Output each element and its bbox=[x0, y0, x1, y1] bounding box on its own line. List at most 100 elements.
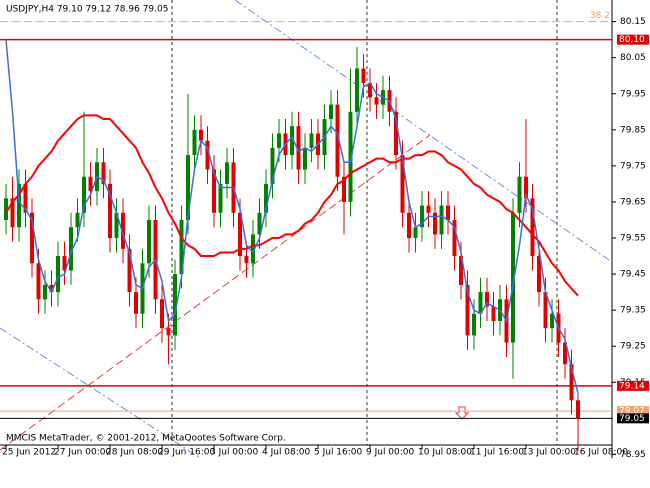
chart-title: USDJPY,H4 79.10 79.12 78.96 79.05 bbox=[6, 5, 168, 15]
candle-body bbox=[264, 183, 268, 213]
candle-body bbox=[212, 169, 216, 213]
candle-body bbox=[485, 292, 489, 307]
candle-body bbox=[394, 111, 398, 156]
x-tick-label: 9 Jul 00:00 bbox=[366, 448, 415, 458]
candle-body bbox=[329, 104, 333, 120]
x-tick-label: 27 Jun 00:00 bbox=[54, 448, 111, 458]
y-tick-label: 80.05 bbox=[620, 53, 646, 63]
x-tick-label: 13 Jul 00:00 bbox=[522, 448, 576, 458]
candle-body bbox=[121, 212, 125, 249]
sell-arrow bbox=[454, 406, 470, 420]
candle-body bbox=[134, 292, 138, 314]
candle-body bbox=[114, 212, 119, 239]
candle-body bbox=[524, 176, 528, 199]
candle-body bbox=[257, 212, 262, 235]
candle-body bbox=[342, 176, 346, 202]
candle-body bbox=[348, 111, 353, 202]
candle-body bbox=[511, 212, 515, 343]
candle-body bbox=[10, 198, 15, 228]
moving-average bbox=[5, 39, 579, 394]
candle-body bbox=[355, 68, 359, 112]
candle-body bbox=[517, 176, 522, 213]
price-label: 79.05 bbox=[619, 414, 645, 424]
candle-body bbox=[374, 97, 379, 105]
price-label-box bbox=[617, 406, 649, 417]
y-tick-label: 79.85 bbox=[620, 125, 646, 135]
candle-body bbox=[56, 256, 60, 293]
price-label: 79.14 bbox=[619, 381, 645, 391]
candle-body bbox=[459, 256, 463, 285]
candle-body bbox=[491, 306, 496, 321]
fib-label: 38.2 bbox=[590, 11, 610, 21]
candle-body bbox=[199, 129, 203, 141]
x-tick-label: 25 Jun 2012 bbox=[2, 448, 56, 458]
y-tick-label: 79.95 bbox=[620, 89, 646, 99]
x-tick-label: 29 Jun 16:00 bbox=[158, 448, 215, 458]
candle-body bbox=[160, 299, 164, 329]
candle-body bbox=[550, 313, 554, 329]
candle-body bbox=[192, 129, 197, 156]
price-label-box bbox=[617, 380, 649, 391]
candle-body bbox=[413, 227, 418, 239]
candle-body bbox=[4, 198, 8, 220]
candle-body bbox=[452, 219, 457, 257]
candle-body bbox=[186, 155, 190, 220]
x-tick-label: 11 Jul 16:00 bbox=[470, 448, 524, 458]
y-tick-label: 80.15 bbox=[620, 17, 646, 27]
y-tick-label: 79.55 bbox=[620, 234, 646, 244]
candle-body bbox=[335, 104, 340, 177]
candle-body bbox=[426, 205, 431, 213]
candle-body bbox=[49, 284, 54, 293]
candle-body bbox=[563, 342, 567, 365]
candle-body bbox=[439, 205, 444, 235]
x-tick-label: 3 Jul 00:00 bbox=[210, 448, 259, 458]
candle-body bbox=[296, 126, 301, 170]
candle-body bbox=[244, 256, 249, 264]
candle-body bbox=[36, 263, 41, 300]
y-tick-label: 79.25 bbox=[620, 342, 646, 352]
candle-body bbox=[303, 147, 307, 170]
moving-average bbox=[5, 114, 579, 297]
candle-body bbox=[277, 133, 281, 148]
y-tick-label: 78.95 bbox=[620, 450, 646, 460]
candle-body bbox=[433, 212, 437, 235]
trendline bbox=[234, 0, 613, 263]
candle-body bbox=[173, 274, 177, 336]
candle-body bbox=[17, 183, 21, 228]
candle-body bbox=[127, 248, 132, 293]
candle-body bbox=[446, 205, 450, 220]
x-tick-label: 28 Jun 08:00 bbox=[106, 448, 163, 458]
price-label: 79.07 bbox=[619, 407, 645, 417]
candle-body bbox=[205, 140, 210, 170]
copyright: MMCIS MetaTrader, © 2001-2012, MetaQoote… bbox=[6, 434, 286, 444]
y-tick-label: 79.65 bbox=[620, 197, 646, 207]
candle-body bbox=[62, 256, 67, 271]
y-tick-label: 79.45 bbox=[620, 270, 646, 280]
candle-body bbox=[101, 162, 106, 184]
candle-body bbox=[82, 176, 86, 213]
price-label-box bbox=[617, 34, 649, 45]
candle-body bbox=[179, 219, 184, 275]
candle-body bbox=[166, 328, 171, 336]
candle-body bbox=[530, 198, 535, 257]
candle-body bbox=[69, 227, 73, 271]
candle-body bbox=[420, 205, 424, 228]
candle-body bbox=[43, 284, 47, 300]
trendline bbox=[0, 327, 201, 459]
price-label: 80.10 bbox=[619, 35, 645, 45]
candle-body bbox=[23, 183, 28, 213]
candle-body bbox=[75, 212, 80, 228]
x-tick-label: 4 Jul 08:00 bbox=[262, 448, 311, 458]
candle-body bbox=[465, 284, 470, 336]
candle-body bbox=[88, 176, 93, 192]
candle-body bbox=[537, 256, 541, 293]
candle-body bbox=[478, 292, 483, 314]
y-tick-label: 79.75 bbox=[620, 161, 646, 171]
candle-body bbox=[543, 292, 548, 329]
candle-body bbox=[472, 313, 476, 336]
x-tick-label: 10 Jul 08:00 bbox=[418, 448, 472, 458]
trendline bbox=[0, 134, 431, 451]
